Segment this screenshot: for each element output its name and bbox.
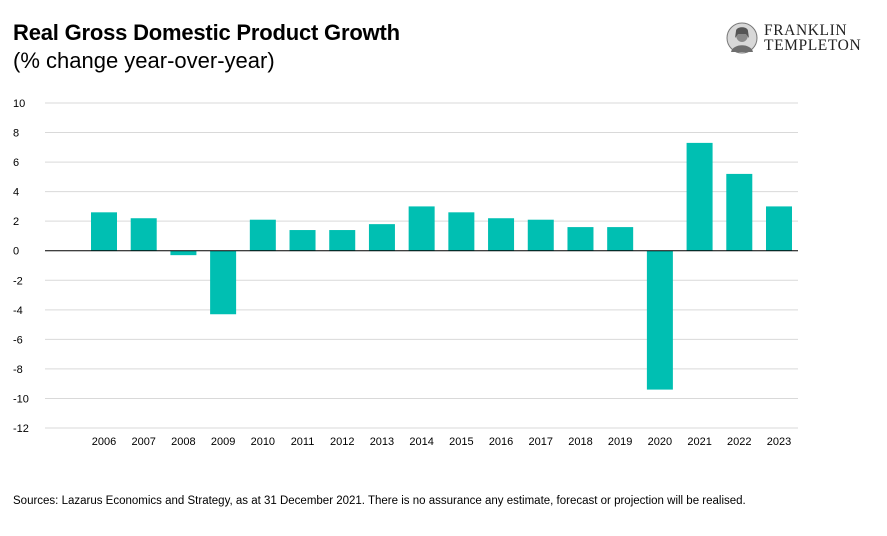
logo-wordmark: FRANKLIN TEMPLETON — [764, 22, 862, 54]
bar-2021 — [686, 142, 713, 251]
y-tick-label: 0 — [13, 246, 19, 258]
bar-2022 — [726, 173, 753, 251]
x-tick-label: 2017 — [529, 436, 553, 448]
bar-2020 — [646, 250, 673, 390]
bar-2011 — [289, 230, 316, 251]
bar-2019 — [607, 227, 634, 251]
x-tick-label: 2010 — [251, 436, 275, 448]
logo-line-templeton: TEMPLETON — [764, 37, 862, 54]
x-tick-label: 2020 — [648, 436, 672, 448]
x-axis-tick-labels: 2006 2007 2008 2009 2010 2011 2012 2013 2014 2015… — [92, 436, 791, 448]
bar-2018 — [567, 227, 594, 251]
y-tick-label: 2 — [13, 216, 19, 228]
y-tick-label: -6 — [13, 334, 23, 346]
y-tick-label: -2 — [13, 275, 23, 287]
x-tick-label: 2018 — [568, 436, 592, 448]
benjamin-franklin-portrait-icon — [726, 22, 758, 54]
bar-2009 — [210, 250, 237, 315]
x-tick-label: 2019 — [608, 436, 632, 448]
y-tick-label: -12 — [13, 423, 29, 435]
source-note: Sources: Lazarus Economics and Strategy,… — [13, 495, 746, 507]
x-tick-label: 2015 — [449, 436, 473, 448]
bars — [91, 142, 792, 390]
x-tick-label: 2013 — [370, 436, 394, 448]
x-tick-label: 2007 — [131, 436, 155, 448]
bar-2007 — [130, 218, 157, 251]
x-tick-label: 2011 — [291, 436, 315, 448]
y-tick-label: 6 — [13, 157, 19, 169]
bar-2017 — [527, 219, 554, 251]
y-tick-label: -8 — [13, 364, 23, 376]
x-tick-label: 2012 — [330, 436, 354, 448]
x-tick-label: 2014 — [409, 436, 433, 448]
x-tick-label: 2009 — [211, 436, 235, 448]
logo-line-franklin: FRANKLIN — [764, 22, 848, 39]
bar-2012 — [329, 230, 356, 251]
bar-2006 — [91, 212, 117, 251]
y-tick-label: 4 — [13, 187, 19, 199]
bar-2015 — [448, 212, 475, 251]
bar-2008 — [170, 250, 197, 256]
franklin-templeton-logo: FRANKLIN TEMPLETON — [726, 22, 876, 56]
bar-2016 — [488, 218, 515, 251]
gridlines — [45, 102, 798, 429]
y-tick-label: -10 — [13, 393, 29, 405]
y-tick-label: 8 — [13, 128, 19, 140]
chart-title: Real Gross Domestic Product Growth — [13, 20, 400, 45]
x-tick-label: 2016 — [489, 436, 513, 448]
chart-subtitle: (% change year-over-year) — [13, 48, 275, 73]
y-axis-tick-labels: 10 8 6 4 2 0 -2 -4 -6 -8 -10 -12 — [13, 98, 29, 435]
x-tick-label: 2022 — [727, 436, 751, 448]
bar-2013 — [368, 224, 395, 251]
bar-2014 — [408, 206, 435, 251]
y-tick-label: -4 — [13, 305, 23, 317]
x-tick-label: 2021 — [687, 436, 711, 448]
x-tick-label: 2008 — [171, 436, 195, 448]
y-tick-label: 10 — [13, 98, 25, 110]
x-tick-label: 2023 — [767, 436, 791, 448]
bar-2010 — [249, 219, 276, 251]
x-tick-label: 2006 — [92, 436, 116, 448]
bar-2023 — [766, 206, 792, 251]
